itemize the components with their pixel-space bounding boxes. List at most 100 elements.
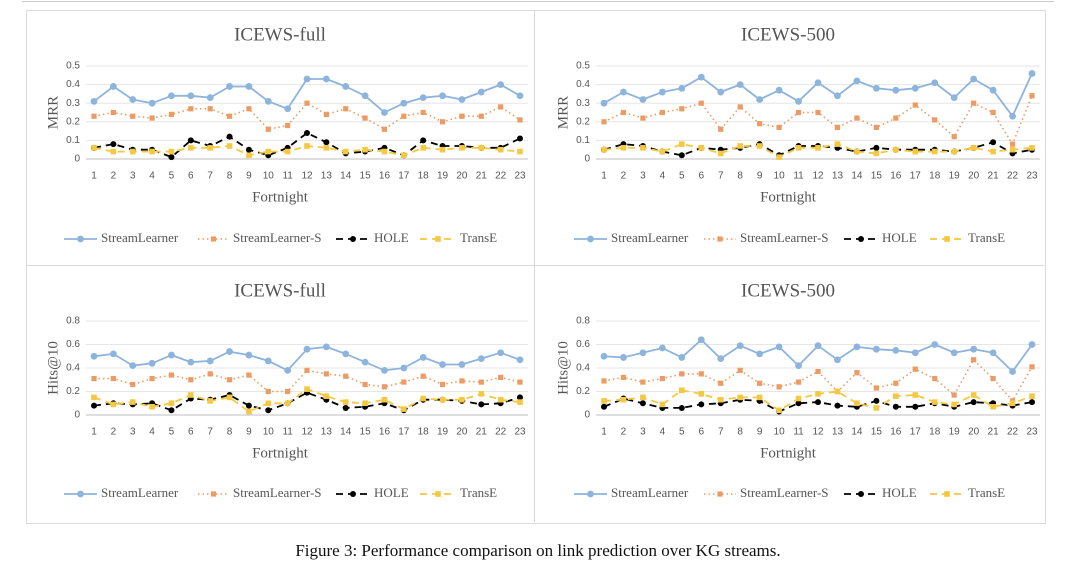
chart2-xtick-label: 11 <box>793 171 804 182</box>
chart1-series-transe-point <box>226 143 233 149</box>
chart2-legend-label: StreamLearner-S <box>740 230 829 245</box>
chart4-series-streamlearner-point <box>834 356 841 364</box>
chart2-series-streamlearner-s-point <box>951 134 957 140</box>
chart4-series-transe-point <box>1009 400 1016 407</box>
chart4-series-transe-point <box>640 394 646 401</box>
chart4-xtick-label: 4 <box>660 427 666 438</box>
chart1-series-streamlearner-point <box>206 94 214 102</box>
chart1-series-streamlearner-point <box>90 97 98 105</box>
chart1-series-streamlearner-s-point <box>420 109 426 116</box>
chart4-legend-marker-streamlearner-s <box>717 491 723 497</box>
chart4-xtick-label: 7 <box>718 427 724 438</box>
chart3-ytick-label: 0.4 <box>66 363 80 374</box>
chart2-series-transe-point <box>990 148 996 155</box>
chart3-series-transe-point <box>420 395 426 402</box>
chart2-legend-marker-streamlearner <box>587 235 594 243</box>
chart4-series-streamlearner-point <box>1028 341 1036 348</box>
chart1-series-streamlearner-s-point <box>323 111 329 117</box>
chart1-series-streamlearner-point <box>516 92 524 100</box>
chart1-series-streamlearner-point <box>419 94 427 102</box>
chart3-ylabel: Hits@10 <box>45 341 61 395</box>
chart1-series-transe-point <box>420 145 426 151</box>
chart2-series-transe-point <box>795 145 802 151</box>
chart4-legend-label: HOLE <box>882 485 917 500</box>
chart2-legend-label: HOLE <box>882 230 917 245</box>
chart3-series-streamlearner-point <box>245 351 253 359</box>
chart1-ytick-label: 0 <box>74 154 80 165</box>
chart1-series-hole-point <box>323 139 330 146</box>
chart1-series-hole-point <box>245 146 252 153</box>
chart2-series-streamlearner-point <box>931 79 939 87</box>
chart4-series-streamlearner-point <box>600 352 608 360</box>
chart1-series-streamlearner-s-point <box>110 109 116 116</box>
chart4-xtick-label: 10 <box>774 427 786 438</box>
chart2-series-streamlearner-s-point <box>932 117 938 123</box>
chart1-series-transe-point <box>91 145 97 151</box>
chart2-ylabel: MRR <box>555 96 571 129</box>
chart1-ylabel: MRR <box>45 96 61 129</box>
chart3-series-transe-point <box>439 396 446 403</box>
chart2-xtick-label: 16 <box>890 171 902 182</box>
chart4-series-transe-point <box>1029 393 1035 399</box>
chart1-legend-label: StreamLearner <box>101 230 179 245</box>
chart1-series-streamlearner-s-point <box>149 115 155 121</box>
chart2-series-transe-point <box>893 146 899 153</box>
chart2-xtick-label: 1 <box>601 171 607 182</box>
chart1-series-hole-point <box>226 133 233 140</box>
chart1-series-transe-point <box>168 148 175 155</box>
chart2-series-streamlearner-point <box>911 84 919 92</box>
chart4-xtick-label: 5 <box>679 427 685 438</box>
chart3-xtick-label: 1 <box>91 427 97 438</box>
chart2-series-streamlearner-point <box>853 77 861 85</box>
chart1-series-streamlearner-s-point <box>304 100 310 106</box>
chart4-series-streamlearner-point <box>795 362 802 370</box>
chart3-series-transe-point <box>401 406 407 412</box>
chart2-xtick-label: 13 <box>832 171 844 182</box>
chart3-series-hole-point <box>517 394 523 401</box>
chart1-series-transe-point <box>517 148 523 155</box>
chart1-series-streamlearner-line <box>93 78 521 114</box>
chart3-ytick-label: 0.8 <box>66 316 80 327</box>
chart4-series-streamlearner-s-line <box>603 358 1033 402</box>
chart3-xtick-label: 19 <box>437 427 449 438</box>
chart4-series-transe-point <box>931 399 938 405</box>
chart2-series-streamlearner-s-point <box>834 124 841 130</box>
chart2-series-streamlearner-point <box>970 75 978 83</box>
chart4-series-streamlearner-s-point <box>640 379 646 385</box>
chart3-xtick-label: 23 <box>514 427 526 438</box>
chart2-series-streamlearner-point <box>756 96 764 103</box>
chart1-series-hole-point <box>187 137 194 144</box>
chart2-series-transe-point <box>659 148 666 155</box>
chart4-series-hole-point <box>1029 399 1035 406</box>
chart2-ytick-label: 0.3 <box>576 98 590 109</box>
chart4-series-transe-point <box>970 392 977 398</box>
chart4-series-streamlearner-point <box>989 349 997 357</box>
chart4-xtick-label: 11 <box>793 427 804 438</box>
chart2-series-streamlearner-point <box>892 86 900 94</box>
figure-frame <box>26 10 1046 524</box>
chart4-series-streamlearner-s-point <box>776 384 782 390</box>
chart1-series-transe-point <box>149 148 155 155</box>
chart1-xtick-label: 18 <box>418 171 430 182</box>
chart1-series-hole-point <box>420 137 427 144</box>
chart3-xtick-label: 21 <box>476 427 488 438</box>
chart3-series-streamlearner-point <box>497 349 505 357</box>
chart3-series-streamlearner-s-point <box>323 371 329 377</box>
chart2-ytick-label: 0.5 <box>576 61 590 72</box>
chart3-xlabel: Fortnight <box>252 445 309 461</box>
chart2-series-streamlearner-s-point <box>620 109 627 116</box>
chart1-series-transe-point <box>265 148 272 155</box>
chart3-series-streamlearner-point <box>129 362 137 370</box>
chart4-xtick-label: 19 <box>949 427 961 438</box>
chart2-series-transe-point <box>737 143 743 149</box>
panel-divider-horizontal <box>26 265 1044 266</box>
chart2-xtick-label: 18 <box>929 171 941 182</box>
chart2-xtick-label: 3 <box>640 171 646 182</box>
chart1-xtick-label: 3 <box>130 171 136 182</box>
chart1-legend-marker-streamlearner-s <box>210 236 217 242</box>
chart4-series-hole-point <box>815 399 821 406</box>
chart1-series-streamlearner-point <box>303 75 311 83</box>
chart4-series-hole-point <box>834 402 841 409</box>
chart3-series-transe-point <box>110 401 117 408</box>
